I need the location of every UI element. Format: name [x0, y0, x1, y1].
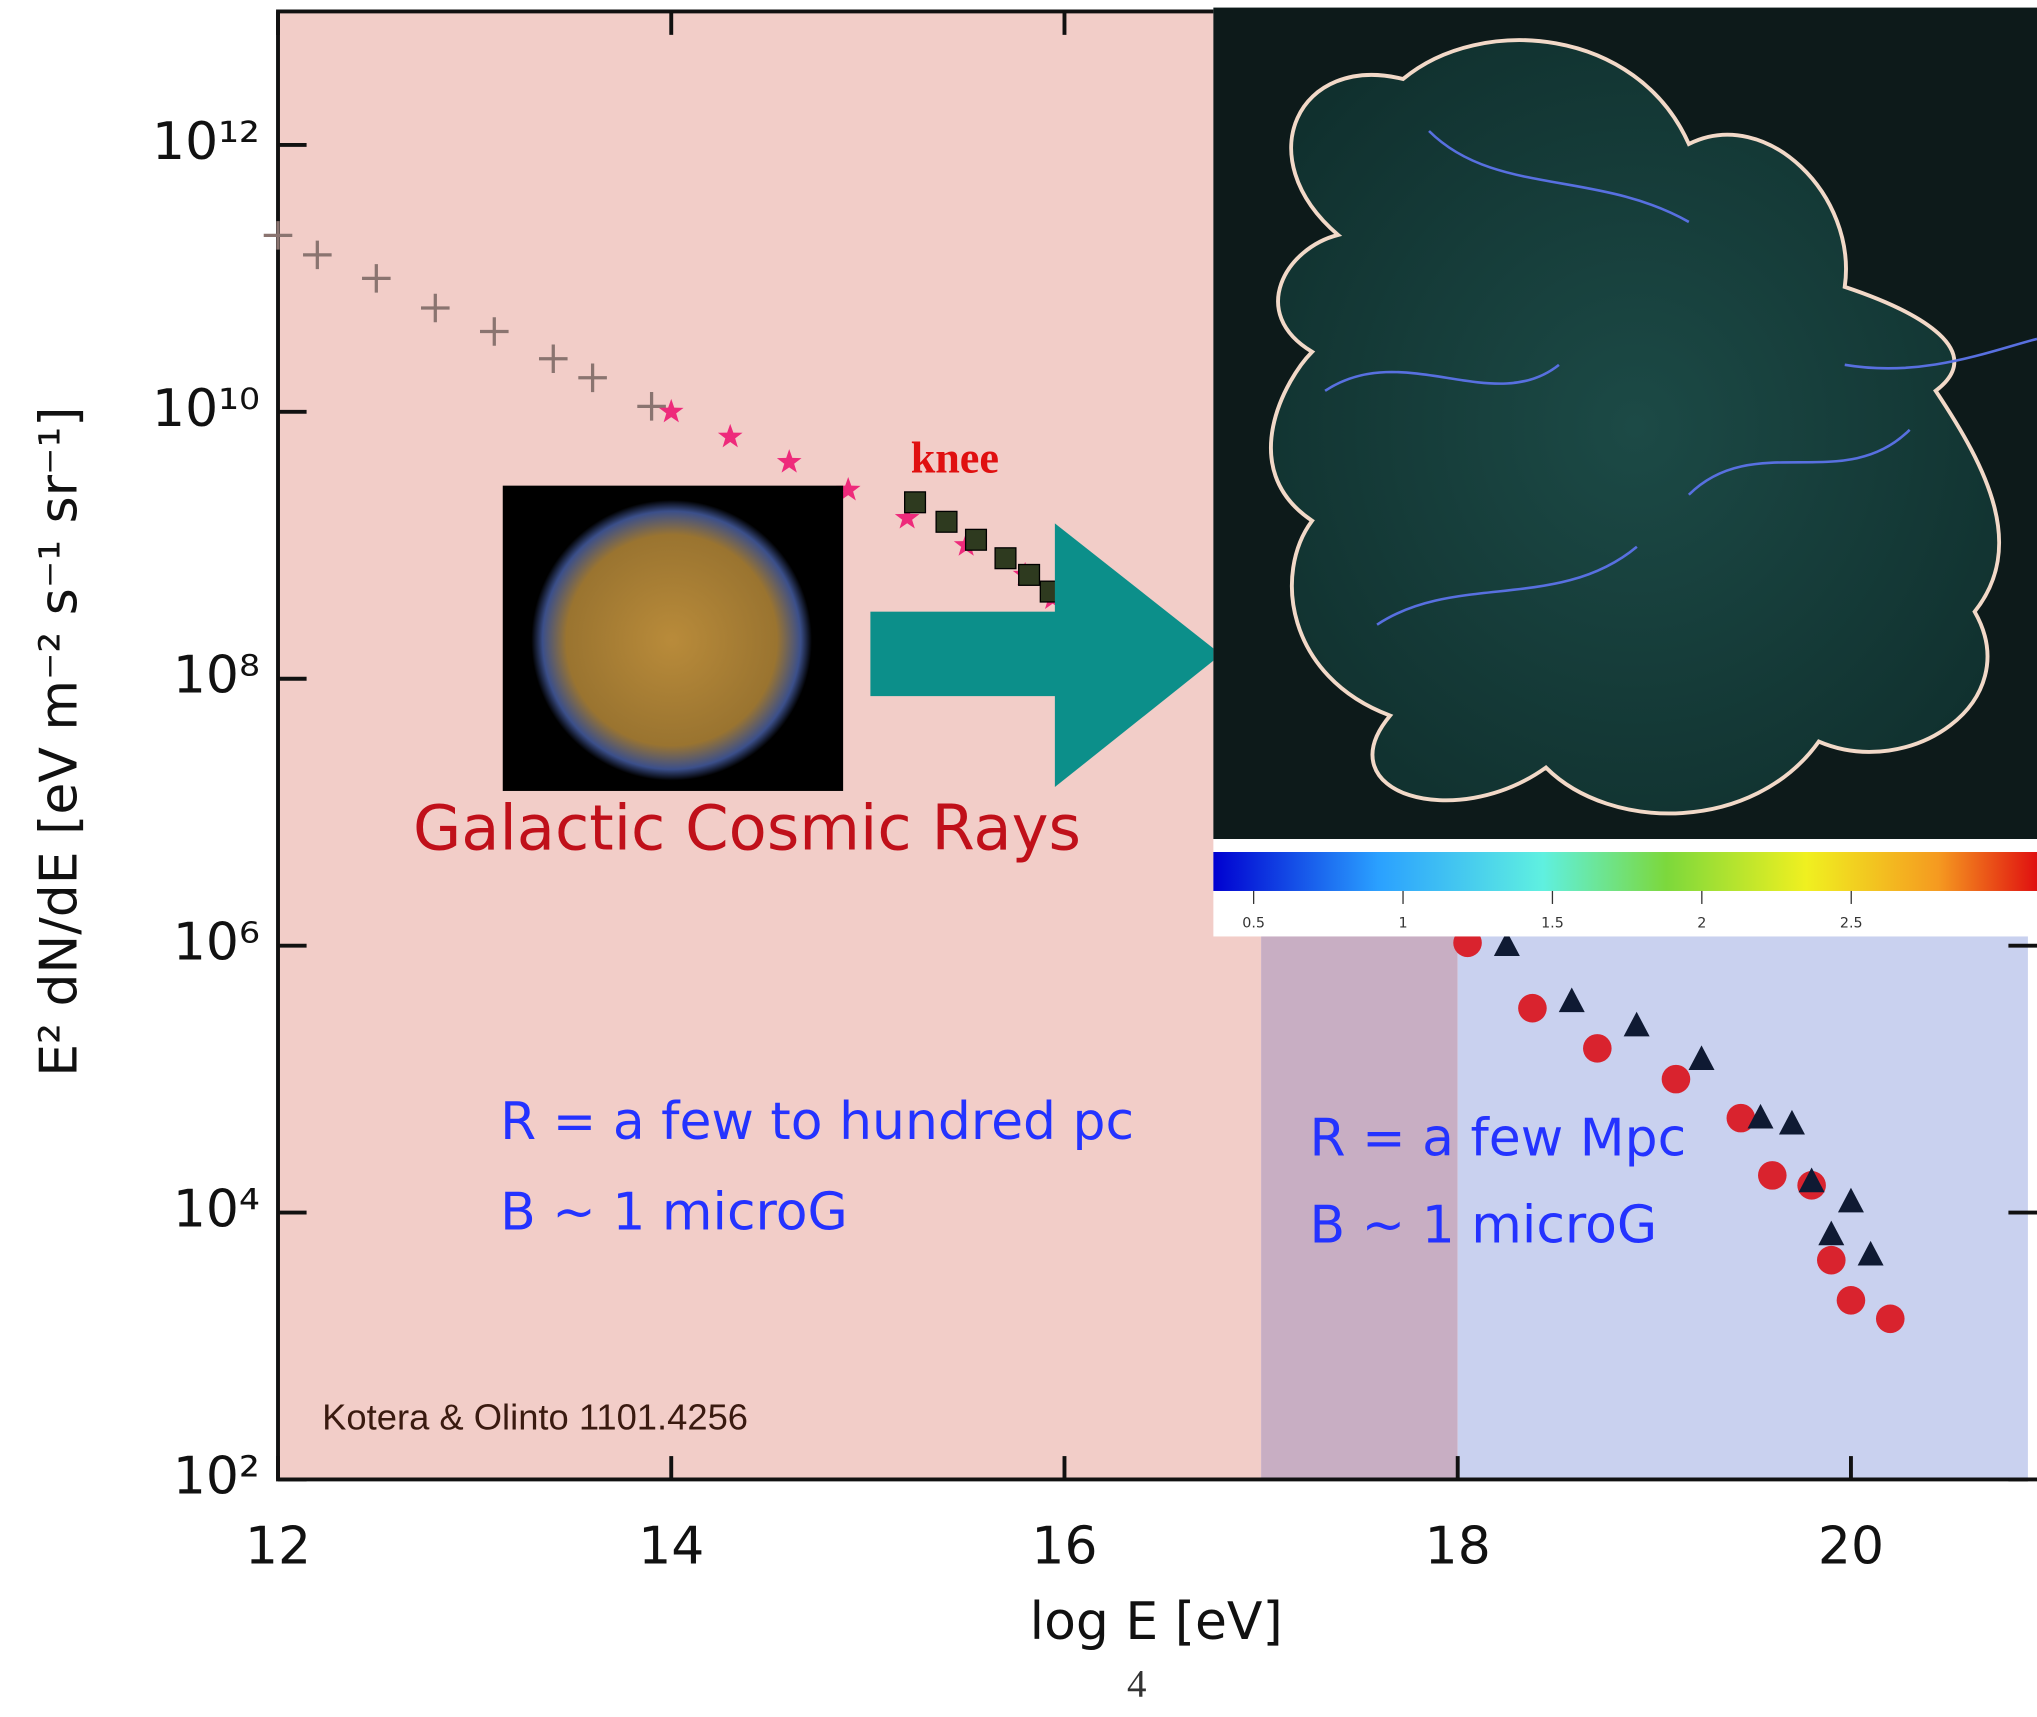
y-tick-label: 10⁸: [173, 646, 260, 706]
colorbar-tick-label: 2.5: [1840, 915, 1863, 931]
arrow-shaft: [870, 612, 1058, 696]
page-number: 4: [1127, 1662, 1146, 1705]
y-tick-label: 10¹⁰: [152, 379, 260, 439]
remnant: [531, 500, 812, 781]
x-tick-label: 20: [1818, 1517, 1884, 1577]
chart: 121416182010²10⁴10⁶10⁸10¹⁰10¹² log E [eV…: [0, 0, 2037, 1717]
point: [966, 529, 987, 550]
point: [1019, 565, 1040, 586]
point: [995, 548, 1016, 569]
x-axis-label: log E [eV]: [1030, 1592, 1283, 1652]
point: [1817, 1246, 1846, 1275]
x-tick-label: 16: [1031, 1517, 1097, 1577]
y-tick-label: 10⁴: [173, 1180, 260, 1240]
x-tick-label: 14: [638, 1517, 704, 1577]
simulation-image: 0.5 1 1.5 2 2.5: [1213, 8, 2037, 937]
point: [905, 492, 926, 513]
y-tick-label: 10⁶: [173, 913, 260, 973]
extra-b: B ~ 1 microG: [1309, 1196, 1657, 1256]
point: [1583, 1034, 1612, 1063]
galactic-label: Galactic Cosmic Rays: [413, 792, 1081, 865]
extra-r: R = a few Mpc: [1309, 1109, 1686, 1169]
y-axis-label: E² dN/dE [eV m⁻² s⁻¹ sr⁻¹]: [29, 406, 89, 1076]
point: [1837, 1286, 1866, 1315]
knee-label: knee: [911, 433, 999, 482]
credit: Kotera & Olinto 1101.4256: [322, 1396, 748, 1437]
x-tick-label: 12: [245, 1517, 311, 1577]
point: [1758, 1161, 1787, 1190]
y-tick-label: 10²: [173, 1446, 260, 1506]
x-tick-label: 18: [1425, 1517, 1491, 1577]
galactic-r: R = a few to hundred pc: [500, 1092, 1134, 1152]
point: [936, 511, 957, 532]
colorbar-tick-label: 1: [1398, 915, 1407, 931]
point: [1662, 1065, 1691, 1094]
galactic-b: B ~ 1 microG: [500, 1183, 848, 1243]
colorbar-tick-label: 2: [1697, 915, 1706, 931]
colorbar: [1213, 852, 2037, 891]
supernova-image: [503, 486, 843, 791]
y-tick-label: 10¹²: [152, 112, 260, 172]
colorbar-tick-label: 0.5: [1242, 915, 1265, 931]
point: [1876, 1304, 1905, 1333]
colorbar-tick-label: 1.5: [1541, 915, 1564, 931]
point: [1518, 994, 1547, 1023]
